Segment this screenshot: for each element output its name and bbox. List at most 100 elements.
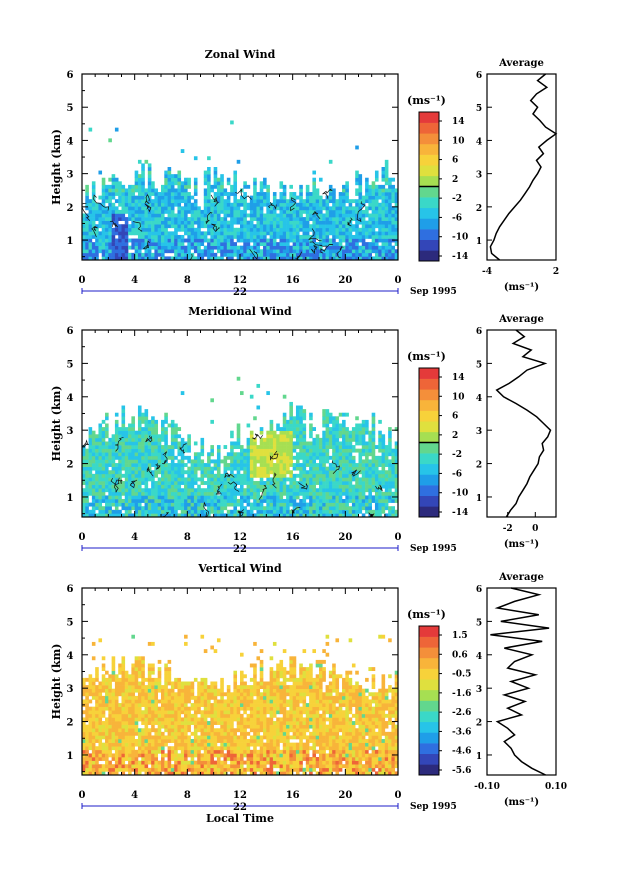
heatmap-cell — [161, 195, 165, 200]
heatmap-cell — [338, 206, 343, 211]
heatmap-cell — [338, 199, 343, 204]
heatmap-cell — [253, 466, 257, 471]
heatmap-cell — [91, 234, 96, 239]
heatmap-cell — [105, 764, 109, 769]
heatmap-cell — [164, 441, 168, 446]
heatmap-cell — [368, 488, 372, 493]
heatmap-cell — [292, 245, 297, 250]
heatmap-cell — [131, 209, 135, 214]
heatmap-cell — [91, 445, 96, 449]
heatmap-cell — [141, 713, 145, 718]
contour-line — [290, 197, 296, 212]
average-y-tick-label: 2 — [476, 204, 482, 214]
heatmap-cell — [131, 434, 135, 439]
heatmap-cell — [147, 249, 152, 254]
heatmap-cell — [111, 242, 116, 246]
heatmap-cell — [256, 206, 261, 211]
heatmap-cell — [85, 513, 89, 518]
heatmap-cell — [124, 427, 129, 431]
heatmap-cell — [351, 455, 356, 460]
heatmap-cell — [282, 245, 287, 250]
heatmap-cell — [226, 209, 231, 214]
heatmap-cell — [378, 256, 382, 261]
heatmap-cell — [361, 213, 366, 218]
heatmap-cell — [134, 473, 139, 478]
heatmap-cell — [213, 227, 218, 232]
heatmap-cell — [147, 224, 152, 229]
heatmap-cell — [226, 227, 231, 232]
heatmap-cell — [134, 685, 139, 689]
heatmap-cell — [230, 430, 234, 435]
heatmap-cell — [131, 488, 135, 493]
heatmap-cell — [193, 213, 198, 218]
heatmap-cell — [361, 245, 366, 250]
heatmap-cell — [299, 209, 303, 214]
heatmap-cell — [358, 199, 363, 204]
heatmap-cell — [388, 473, 392, 478]
heatmap-cell — [105, 416, 109, 421]
heatmap-cell — [391, 506, 396, 511]
heatmap-cell — [351, 484, 356, 489]
heatmap-cell — [249, 502, 254, 507]
heatmap-cell — [335, 470, 340, 475]
heatmap-cell — [114, 184, 119, 189]
heatmap-cell — [216, 463, 221, 467]
heatmap-cell — [249, 227, 254, 232]
heatmap-cell — [98, 506, 103, 511]
heatmap-cell — [328, 242, 333, 246]
heatmap-cell — [174, 188, 178, 193]
heatmap-cell — [157, 217, 162, 221]
heatmap-cell — [121, 674, 126, 679]
heatmap-cell — [365, 192, 369, 196]
heatmap-cell — [328, 220, 333, 225]
heatmap-cell — [164, 209, 168, 214]
heatmap-cell — [272, 256, 277, 261]
heatmap-cell — [170, 184, 175, 189]
heatmap-cell — [134, 209, 139, 214]
heatmap-cell — [200, 466, 205, 471]
heatmap-cell — [118, 499, 122, 503]
heatmap-cell — [338, 427, 343, 431]
heatmap-cell — [246, 245, 251, 250]
heatmap-cell — [266, 448, 270, 453]
heatmap-cell — [276, 499, 280, 503]
average-x-tick-label: -4 — [482, 267, 492, 277]
heatmap-cell — [180, 220, 185, 225]
heatmap-cell — [190, 238, 195, 243]
heatmap-cell — [282, 502, 287, 507]
heatmap-cell — [309, 488, 313, 493]
heatmap-cell — [131, 760, 135, 765]
heatmap-cell — [85, 735, 89, 740]
heatmap-cell — [236, 423, 241, 428]
heatmap-cell — [256, 245, 261, 250]
heatmap-cell — [131, 735, 135, 740]
heatmap-cell — [338, 430, 343, 435]
heatmap-cell — [180, 184, 185, 189]
heatmap-cell — [91, 491, 96, 496]
y-tick-label: 5 — [67, 359, 74, 370]
heatmap-cell — [157, 466, 162, 471]
heatmap-cell — [111, 677, 116, 682]
heatmap-cell — [243, 459, 247, 464]
heatmap-cell — [220, 245, 224, 250]
heatmap-cell — [167, 195, 172, 200]
heatmap-cell — [151, 423, 155, 428]
heatmap-cell — [121, 771, 126, 776]
heatmap-cell — [213, 502, 218, 507]
heatmap-cell — [233, 231, 238, 236]
heatmap-cell — [167, 491, 172, 496]
heatmap-cell — [134, 437, 139, 442]
heatmap-cell — [236, 470, 241, 475]
heatmap-cell — [342, 224, 346, 229]
heatmap-cell — [82, 249, 86, 254]
heatmap-cell — [187, 231, 191, 236]
heatmap-cell — [279, 195, 284, 200]
heatmap-cell — [338, 473, 343, 478]
heatmap-cell — [180, 491, 185, 496]
heatmap-cell — [170, 206, 175, 211]
heatmap-cell — [95, 473, 99, 478]
heatmap-cell — [230, 484, 234, 489]
heatmap-cell — [358, 463, 363, 467]
heatmap-cell — [384, 227, 389, 232]
heatmap-cell — [335, 448, 340, 453]
